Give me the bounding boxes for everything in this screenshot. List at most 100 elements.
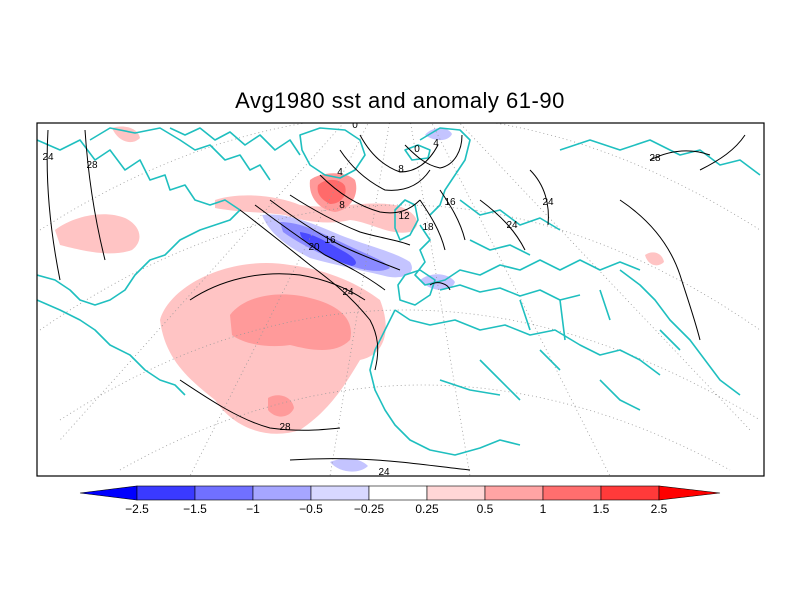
contour-label: 28 — [279, 422, 291, 433]
map-frame — [36, 122, 765, 477]
contour-line — [84, 129, 106, 261]
latitude-line — [39, 204, 761, 331]
colorbar-bin — [600, 485, 660, 501]
cool-anomaly-region — [425, 128, 452, 141]
colorbar-bin — [484, 485, 544, 501]
colorbar-arrow-low — [79, 485, 138, 501]
canada-islands — [169, 127, 301, 156]
coastlines — [37, 127, 761, 456]
contour-line — [429, 282, 451, 291]
contour-label: 8 — [339, 200, 345, 211]
colorbar-bin — [426, 485, 486, 501]
contour-line — [254, 204, 386, 291]
europe-coast — [414, 224, 641, 286]
contour-line — [289, 194, 411, 246]
anomaly-shading — [55, 126, 664, 472]
contour-label: 28 — [86, 160, 98, 171]
contour-label: 4 — [433, 138, 439, 149]
contour-label: 0 — [352, 120, 358, 131]
colorbar: −2.5 −1.5 −1 −0.5 −0.25 0.25 0.5 1 1.5 2.5 — [79, 485, 721, 516]
contour-line — [439, 189, 466, 241]
contour-line — [619, 199, 701, 341]
warm-anomaly-core — [230, 294, 351, 350]
contour-line — [404, 134, 463, 169]
scandinavia-coast — [419, 127, 471, 216]
colorbar-label: −1 — [246, 502, 260, 516]
colorbar-label: 0.5 — [477, 502, 494, 516]
hudson-bay-coast — [89, 127, 271, 181]
west-africa-coast — [369, 309, 521, 456]
contour-label: 20 — [308, 242, 320, 253]
contour-line — [479, 199, 526, 251]
colorbar-arrow-high — [658, 485, 721, 501]
uk-coast — [394, 199, 419, 241]
contour-line — [319, 174, 421, 214]
contour-line — [359, 134, 439, 173]
contour-label: 24 — [506, 220, 518, 231]
map-content: 24 28 0 0 4 4 8 8 12 16 16 18 20 24 24 24 28 28 24 — [37, 120, 761, 478]
colorbar-bin — [368, 485, 428, 501]
contour-label: 24 — [342, 287, 354, 298]
longitude-line — [189, 123, 369, 476]
caribbean-coast — [37, 299, 186, 396]
contour-label: 24 — [542, 197, 554, 208]
colorbar-label: 1.5 — [593, 502, 610, 516]
contour-line — [649, 150, 711, 161]
warm-anomaly-region — [215, 195, 418, 233]
contour-label: 28 — [649, 153, 661, 164]
warm-anomaly-region — [55, 214, 140, 254]
colorbar-label: −2.5 — [125, 502, 149, 516]
contour-label: 12 — [398, 211, 410, 222]
colorbar-label: 1 — [540, 502, 547, 516]
latitude-line — [119, 384, 731, 471]
contour-line — [46, 129, 61, 281]
middle-east-coast — [619, 269, 741, 396]
colorbar-label: 0.25 — [415, 502, 439, 516]
asia-coast — [559, 139, 761, 176]
colorbar-label: −1.5 — [183, 502, 207, 516]
warm-anomaly-peak — [317, 179, 346, 204]
greenland-coast — [299, 127, 366, 179]
contour-line — [239, 209, 379, 371]
colorbar-bin — [136, 485, 196, 501]
colorbar-bin — [194, 485, 254, 501]
longitude-line — [459, 123, 751, 431]
contour-line — [179, 379, 341, 431]
contour-label: 4 — [337, 167, 343, 178]
longitude-line — [431, 123, 611, 476]
contour-line — [529, 169, 549, 226]
contour-label: 16 — [324, 235, 336, 246]
colorbar-label: 2.5 — [651, 502, 668, 516]
cool-anomaly-region — [330, 458, 368, 472]
contour-line — [289, 458, 471, 471]
contour-label: 16 — [444, 197, 456, 208]
iberia-coast — [397, 269, 436, 306]
contour-line — [189, 273, 366, 301]
contour-label: 24 — [42, 152, 54, 163]
contour-label: 8 — [398, 164, 404, 175]
warm-anomaly-core — [268, 395, 294, 417]
contour-line — [419, 199, 446, 251]
iceland-coast — [404, 144, 431, 161]
colorbar-bin — [310, 485, 370, 501]
contour-label: 0 — [414, 144, 420, 155]
contour-label: 18 — [422, 222, 434, 233]
contour-line — [269, 199, 401, 271]
map-title: Avg1980 sst and anomaly 61-90 — [235, 88, 565, 113]
africa-coast — [394, 309, 661, 376]
colorbar-label: −0.25 — [354, 502, 385, 516]
contour-line — [699, 134, 746, 171]
mediterranean-coast — [439, 284, 581, 301]
contour-labels: 24 28 0 0 4 4 8 8 12 16 16 18 20 24 24 24 28 28 24 — [42, 120, 661, 478]
contour-line — [339, 149, 431, 191]
contour-label: 24 — [378, 467, 390, 478]
cool-anomaly-peak — [300, 232, 356, 266]
warm-anomaly-region — [645, 252, 664, 266]
latitude-line — [39, 123, 761, 231]
country-borders — [439, 199, 681, 411]
colorbar-bin — [542, 485, 602, 501]
colorbar-label: −0.5 — [299, 502, 323, 516]
colorbar-bin — [252, 485, 312, 501]
sst-contours — [46, 129, 746, 471]
